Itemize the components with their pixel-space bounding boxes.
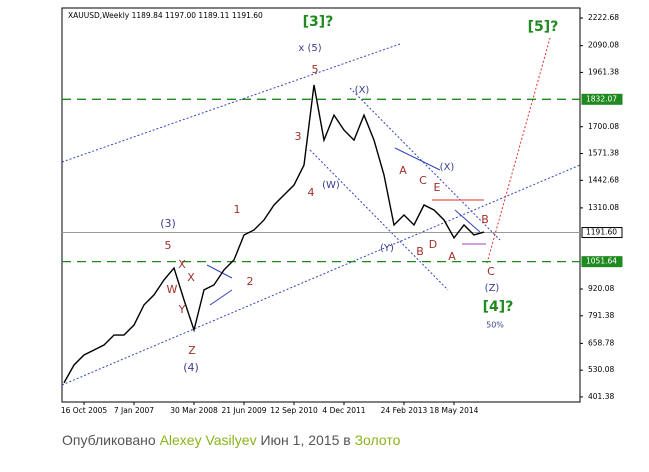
y-tick-label: 1961.38 xyxy=(588,67,619,76)
wave-label: [4]? xyxy=(483,299,514,315)
y-tick-label: 920.08 xyxy=(588,284,614,293)
price-line xyxy=(63,84,485,384)
x-tick-label: 24 Feb 2013 xyxy=(381,406,428,415)
caption-prefix: Опубликовано xyxy=(62,432,156,448)
wave-label: 3 xyxy=(295,130,302,143)
x-tick-label: 7 Jan 2007 xyxy=(114,406,154,415)
caption-date: Июн 1, 2015 xyxy=(260,432,340,448)
wave-label: (4) xyxy=(183,361,199,374)
y-tick-label: 1442.68 xyxy=(588,175,619,184)
y-tick-label: 530.08 xyxy=(588,365,614,374)
wave-label: [3]? xyxy=(303,14,334,30)
caption: Опубликовано Alexey Vasilyev Июн 1, 2015… xyxy=(62,432,400,448)
wave-label: Z xyxy=(188,344,196,357)
level-label: 1051.64 xyxy=(586,257,617,266)
wave-label: x (5) xyxy=(298,43,321,54)
x-tick-label: 21 Jun 2009 xyxy=(221,406,266,415)
channel-line xyxy=(349,87,501,241)
plot-frame xyxy=(61,7,581,403)
y-tick-label: 1571.38 xyxy=(588,149,619,158)
wave-label: (X) xyxy=(355,85,370,96)
y-tick-label: 1310.08 xyxy=(588,203,619,212)
wedge-line xyxy=(209,289,233,306)
wave-label: 2 xyxy=(247,275,254,288)
y-tick-label: 2090.08 xyxy=(588,41,619,50)
wedge-line xyxy=(454,209,481,233)
chart-title: XAUUSD,Weekly 1189.84 1197.00 1189.11 11… xyxy=(68,11,263,20)
channel-line xyxy=(61,164,581,386)
wave-label: (Y) xyxy=(380,243,394,254)
wedge-line xyxy=(206,264,233,279)
level-label-box xyxy=(581,93,623,105)
wave-label: B xyxy=(481,213,489,226)
y-tick-label: 658.78 xyxy=(588,338,614,347)
y-tick-label: 1700.08 xyxy=(588,122,619,131)
wave-label: E xyxy=(434,181,441,194)
x-tick-label: 12 Sep 2010 xyxy=(270,406,318,415)
wave-label: A xyxy=(399,164,407,177)
wave-label: 1 xyxy=(234,203,241,216)
target-line xyxy=(486,37,551,264)
wave-label: 4 xyxy=(308,186,315,199)
drawings xyxy=(61,37,581,386)
wave-label: 5 xyxy=(312,63,319,76)
wave-label: D xyxy=(429,238,437,251)
y-tick-label: 791.38 xyxy=(588,311,614,320)
y-tick-label: 2222.68 xyxy=(588,13,619,22)
chart: XAUUSD,Weekly 1189.84 1197.00 1189.11 11… xyxy=(61,7,623,415)
wave-label: C xyxy=(487,265,495,278)
wave-label: A xyxy=(448,250,456,263)
wave-label: B xyxy=(416,245,424,258)
wave-label: [5]? xyxy=(528,19,559,35)
caption-in: в xyxy=(343,432,351,448)
x-tick-label: 16 Oct 2005 xyxy=(61,406,108,415)
wave-label: (Z) xyxy=(485,283,500,294)
category-link[interactable]: Золото xyxy=(354,432,401,448)
wave-label: X xyxy=(178,258,186,271)
wave-label: C xyxy=(419,174,427,187)
level-label: 1832.07 xyxy=(586,94,617,103)
wave-label: 50% xyxy=(486,321,504,330)
wave-label: W xyxy=(167,283,178,296)
author-link[interactable]: Alexey Vasilyev xyxy=(159,432,257,448)
x-tick-label: 18 May 2014 xyxy=(430,406,479,415)
wave-label: (3) xyxy=(160,217,176,230)
x-tick-label: 4 Dec 2011 xyxy=(322,406,365,415)
wave-label: X xyxy=(187,271,195,284)
y-tick-label: 401.38 xyxy=(588,392,614,401)
x-tick-label: 30 Mar 2008 xyxy=(170,406,218,415)
level-label: 1191.60 xyxy=(586,228,617,237)
level-label-box xyxy=(581,227,623,239)
wedge-line xyxy=(394,147,441,171)
wave-label: 5 xyxy=(165,239,172,252)
channel-line xyxy=(309,149,449,291)
wave-label: (W) xyxy=(322,180,340,191)
level-label-box xyxy=(581,256,623,268)
wave-label: (X) xyxy=(440,162,455,173)
wave-label: Y xyxy=(178,303,186,316)
